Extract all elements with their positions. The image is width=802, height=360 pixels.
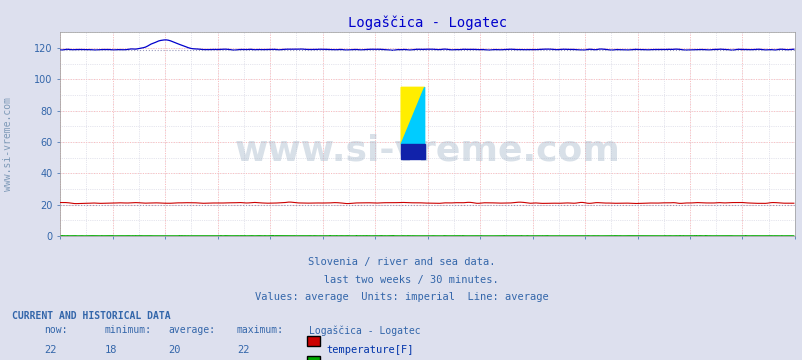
Text: maximum:: maximum: bbox=[237, 325, 284, 335]
Text: Values: average  Units: imperial  Line: average: Values: average Units: imperial Line: av… bbox=[254, 292, 548, 302]
Text: temperature[F]: temperature[F] bbox=[326, 345, 414, 355]
Text: 22: 22 bbox=[44, 345, 57, 355]
Text: last two weeks / 30 minutes.: last two weeks / 30 minutes. bbox=[304, 275, 498, 285]
Text: 20: 20 bbox=[168, 345, 181, 355]
Text: minimum:: minimum: bbox=[104, 325, 152, 335]
Text: Logaščica - Logatec: Logaščica - Logatec bbox=[309, 325, 420, 336]
Title: Logaščica - Logatec: Logaščica - Logatec bbox=[347, 15, 507, 30]
Text: CURRENT AND HISTORICAL DATA: CURRENT AND HISTORICAL DATA bbox=[12, 311, 171, 321]
Text: average:: average: bbox=[168, 325, 216, 335]
Text: now:: now: bbox=[44, 325, 67, 335]
Polygon shape bbox=[401, 87, 424, 144]
Text: www.si-vreme.com: www.si-vreme.com bbox=[234, 133, 620, 167]
Polygon shape bbox=[401, 144, 424, 158]
Polygon shape bbox=[401, 87, 424, 144]
Text: 22: 22 bbox=[237, 345, 249, 355]
Text: www.si-vreme.com: www.si-vreme.com bbox=[3, 97, 13, 191]
Text: Slovenia / river and sea data.: Slovenia / river and sea data. bbox=[307, 257, 495, 267]
Text: 18: 18 bbox=[104, 345, 117, 355]
